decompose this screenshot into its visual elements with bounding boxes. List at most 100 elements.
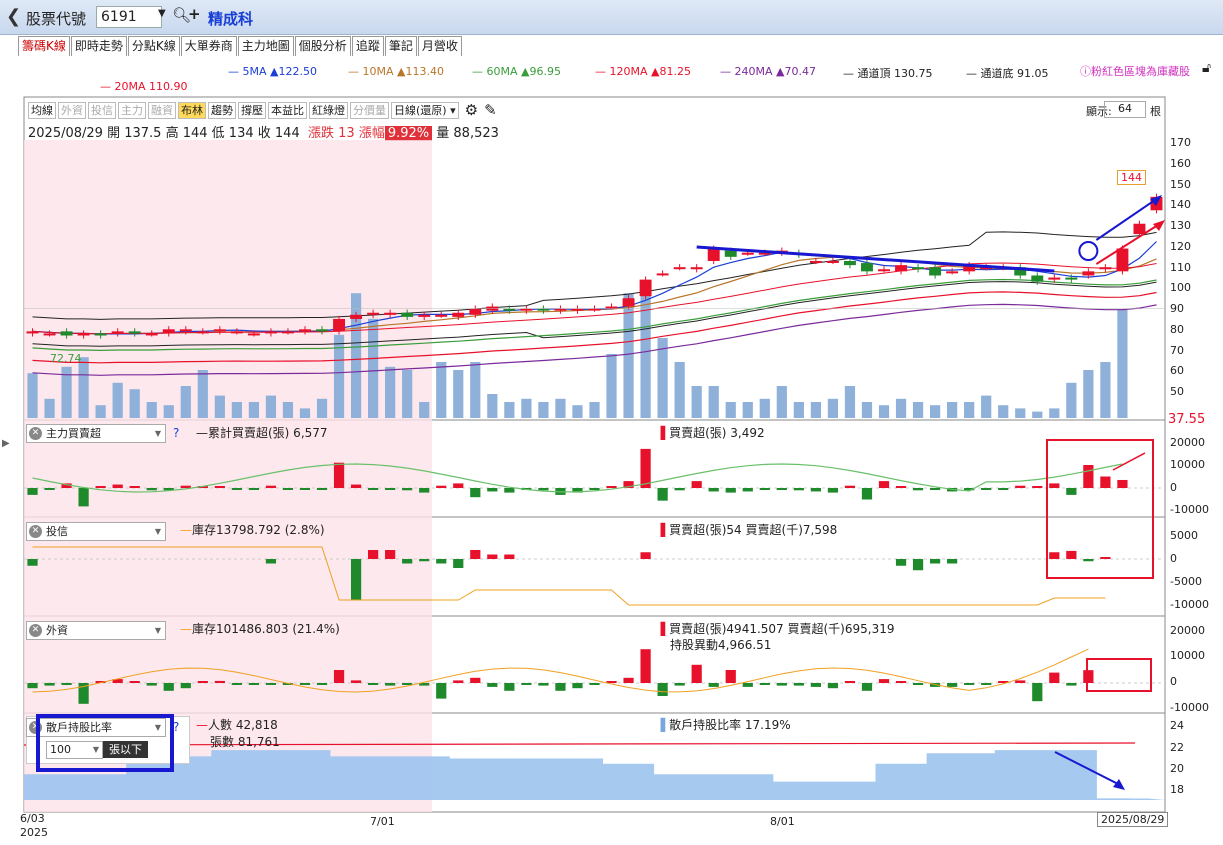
- close-icon[interactable]: ✕: [29, 525, 42, 538]
- candle-body: [94, 333, 107, 336]
- volume-bar: [861, 402, 873, 418]
- toggle-bollinger[interactable]: 布林: [178, 101, 206, 119]
- display-count-input[interactable]: 64: [1104, 101, 1146, 118]
- trust-bar: [402, 559, 413, 564]
- foreign-bar: [197, 681, 208, 683]
- volume-bar: [504, 402, 515, 418]
- lock-icon[interactable]: 🔓︎: [1202, 60, 1212, 76]
- search-icon[interactable]: 🔍︎: [172, 6, 192, 24]
- toggle-traffic-light[interactable]: 紅綠燈: [309, 101, 348, 119]
- price-tick: 160: [1170, 157, 1191, 170]
- ma5-value: 5MA ▲122.50: [242, 65, 317, 78]
- retail-ratio: ▐ 散戶持股比率 17.19%: [656, 718, 791, 732]
- foreign-bar: [316, 683, 328, 685]
- tab-chip-kline[interactable]: 籌碼K線: [18, 36, 70, 56]
- toggle-main[interactable]: 主力: [118, 101, 146, 119]
- toggle-margin[interactable]: 融資: [148, 101, 176, 119]
- retail-below-button[interactable]: 張以下: [103, 741, 148, 758]
- toggle-pe[interactable]: 本益比: [268, 101, 307, 119]
- trust-bar: [895, 559, 907, 566]
- volume-bar: [555, 398, 566, 418]
- chevron-down-icon[interactable]: ▼: [158, 8, 166, 19]
- stock-code-input[interactable]: 6191: [96, 6, 162, 28]
- display-count-unit: 根: [1150, 105, 1161, 118]
- tab-realtime[interactable]: 即時走勢: [70, 36, 127, 56]
- back-arrow-icon[interactable]: ❮: [6, 6, 22, 27]
- toggle-ma[interactable]: 均線: [28, 101, 56, 119]
- retail-tick: 20: [1170, 762, 1184, 775]
- foreign-bar: [657, 683, 668, 696]
- foreign-tick: 0: [1170, 675, 1177, 688]
- main-force-select[interactable]: ✕ 主力買賣超 ▼: [26, 424, 166, 443]
- trust-select[interactable]: ✕ 投信 ▼: [26, 522, 166, 541]
- candle-body: [826, 260, 839, 263]
- foreign-bar: [78, 683, 89, 704]
- close-icon[interactable]: ✕: [29, 624, 42, 637]
- retail-select-value: 散戶持股比率: [46, 721, 112, 734]
- highlight-box: [1086, 658, 1152, 692]
- candle-body: [724, 250, 737, 257]
- main-force-bar: [112, 484, 123, 488]
- main-force-bar: [776, 488, 787, 490]
- close-icon[interactable]: ✕: [29, 427, 42, 440]
- panel-collapse-icon[interactable]: ▶: [2, 438, 10, 449]
- quote-close: 收 144: [257, 126, 300, 141]
- trust-tick: -10000: [1170, 598, 1209, 611]
- retail-area: [24, 750, 1165, 800]
- help-icon[interactable]: ?: [173, 720, 180, 734]
- foreign-bar: [419, 683, 430, 686]
- volume-bar: [265, 395, 277, 418]
- candle-body: [622, 298, 635, 307]
- volume-bar: [810, 402, 821, 418]
- help-icon[interactable]: ?: [173, 426, 180, 440]
- trust-bar: [1049, 552, 1060, 559]
- foreign-select-value: 外資: [46, 624, 68, 637]
- treasury-note[interactable]: ⓘ粉紅色區塊為庫藏股: [1080, 65, 1190, 78]
- price-tick: 150: [1170, 178, 1191, 191]
- period-select[interactable]: 日線(還原) ▾: [391, 101, 459, 119]
- volume-bar: [657, 338, 668, 418]
- channel-bottom-legend: — 通道底 91.05: [966, 67, 1049, 80]
- candle-body: [333, 318, 346, 332]
- tab-branch-kline[interactable]: 分點K線: [127, 36, 180, 56]
- retail-threshold-select[interactable]: 100 ▼: [46, 741, 103, 759]
- toggle-trust[interactable]: 投信: [88, 101, 116, 119]
- candle-body: [26, 331, 39, 334]
- tab-analysis[interactable]: 個股分析: [294, 36, 351, 56]
- main-force-bar: [453, 483, 464, 488]
- candle-body: [111, 331, 124, 334]
- volume-bar: [1117, 309, 1128, 418]
- tab-notes[interactable]: 筆記: [384, 36, 417, 56]
- toggle-foreign[interactable]: 外資: [58, 101, 86, 119]
- toggle-support[interactable]: 撐壓: [238, 101, 266, 119]
- tab-big-broker[interactable]: 大單券商: [180, 36, 237, 56]
- foreign-bar: [691, 664, 702, 683]
- tab-track[interactable]: 追蹤: [351, 36, 384, 56]
- toggle-trend[interactable]: 趨勢: [208, 101, 236, 119]
- volume-bar: [95, 405, 106, 418]
- gear-icon[interactable]: ⚙︎: [464, 101, 479, 119]
- arrow-head: [1153, 220, 1165, 231]
- volume-bar: [947, 402, 958, 418]
- candle-body: [912, 267, 925, 270]
- foreign-bar: [742, 683, 753, 687]
- volume-bar: [368, 318, 379, 418]
- foreign-bar: [402, 683, 413, 685]
- trust-bar: [504, 554, 515, 559]
- candle-body: [367, 312, 380, 315]
- ma60-line: [32, 278, 1157, 352]
- foreign-bar: [521, 683, 532, 685]
- toggle-price-volume[interactable]: 分價量: [350, 101, 389, 119]
- foreign-bar: [878, 679, 890, 683]
- candle-body: [196, 331, 209, 334]
- candle-body: [247, 333, 260, 336]
- pencil-icon[interactable]: ✎: [484, 101, 497, 119]
- main-force-bar: [180, 485, 191, 488]
- add-icon[interactable]: +: [188, 5, 201, 23]
- trust-stock: —庫存13798.792 (2.8%): [180, 523, 325, 537]
- down-arrow: [1054, 751, 1121, 786]
- foreign-select[interactable]: ✕ 外資 ▼: [26, 621, 166, 640]
- tab-monthly-revenue[interactable]: 月營收: [417, 36, 462, 56]
- tab-main-map[interactable]: 主力地圖: [237, 36, 294, 56]
- price-tick: 100: [1170, 281, 1191, 294]
